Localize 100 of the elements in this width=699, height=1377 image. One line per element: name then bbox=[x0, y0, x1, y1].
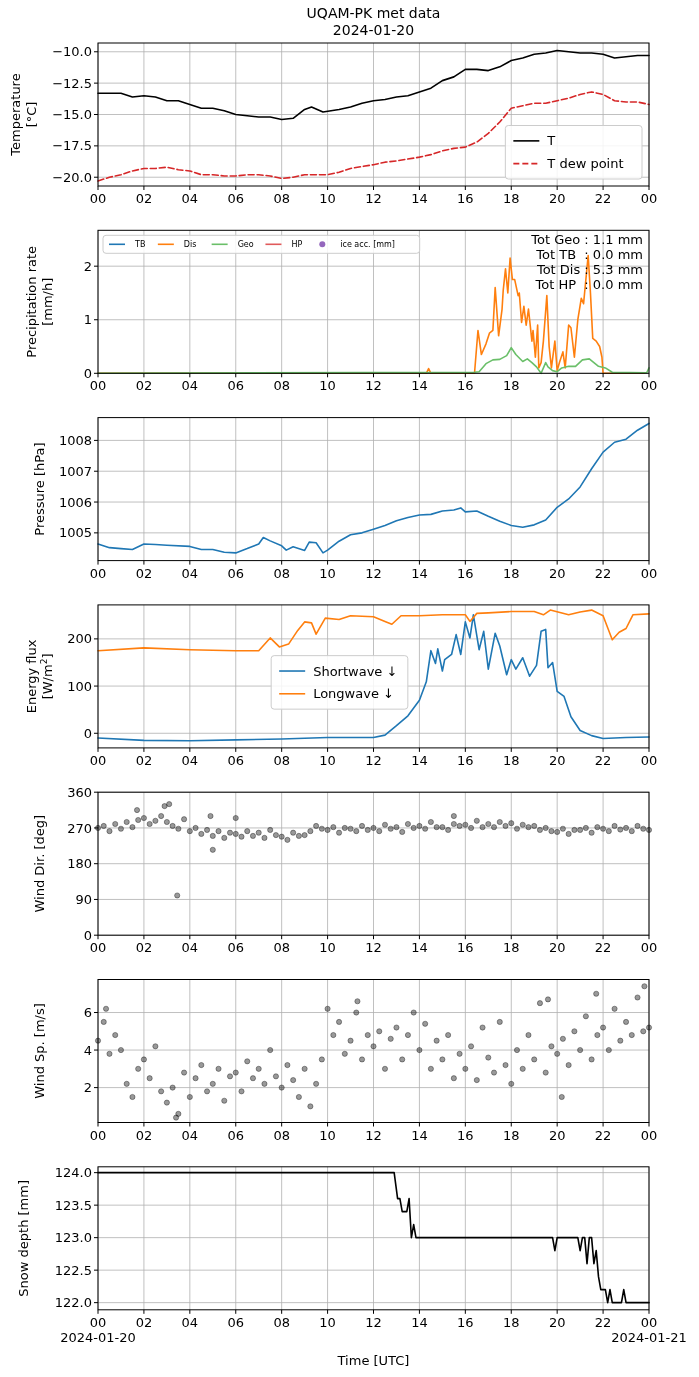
annotation: Tot HP : 0.0 mm bbox=[534, 277, 643, 293]
y-tick-label: −12.5 bbox=[52, 75, 92, 91]
annotation: Tot Dis : 5.3 mm bbox=[535, 262, 643, 278]
x-tick-label: 10 bbox=[319, 378, 336, 394]
x-tick-label: 06 bbox=[227, 940, 245, 956]
y-tick-label: 90 bbox=[75, 892, 92, 907]
legend-label: Geo bbox=[237, 240, 254, 250]
x-tick-label: 22 bbox=[594, 1127, 612, 1143]
x-tick-label: 22 bbox=[594, 378, 612, 394]
x-tick-label: 06 bbox=[227, 565, 245, 581]
x-tick-label: 00 2024-01-20 bbox=[60, 1314, 136, 1345]
x-tick-label: 02 bbox=[135, 940, 153, 956]
x-tick-label: 14 bbox=[411, 565, 428, 581]
x-tick-label: 18 bbox=[502, 565, 520, 581]
x-tick-label: 20 bbox=[548, 752, 566, 768]
x-tick-label: 08 bbox=[273, 1127, 290, 1143]
y-tick-label: 180 bbox=[67, 856, 92, 872]
y-tick-label: 123.5 bbox=[54, 1197, 92, 1213]
x-tick-label: 00 bbox=[640, 378, 658, 394]
y-tick-label: 0 bbox=[83, 725, 92, 741]
x-tick-label: 20 bbox=[548, 940, 566, 956]
x-tick-label: 16 bbox=[457, 1314, 474, 1330]
y-tick-label: −15.0 bbox=[52, 107, 92, 123]
x-tick-label: 16 bbox=[457, 1127, 474, 1143]
y-tick-label: 0 bbox=[83, 365, 92, 381]
y-tick-label: 1007 bbox=[58, 463, 92, 479]
x-tick-label: 10 bbox=[319, 1314, 336, 1330]
x-tick-label: 10 bbox=[319, 940, 336, 956]
x-tick-label: 02 bbox=[135, 191, 153, 206]
y-axis-title: Temperature [°C] bbox=[8, 73, 39, 157]
x-tick-label: 12 bbox=[365, 378, 382, 394]
x-tick-label: 00 bbox=[640, 565, 658, 581]
x-tick-label: 08 bbox=[273, 1314, 290, 1330]
x-tick-label: 02 bbox=[135, 1127, 153, 1143]
x-tick-label: 10 bbox=[319, 752, 336, 768]
x-tick-label: 14 bbox=[411, 752, 428, 768]
annotation: Tot Geo : 1.1 mm bbox=[530, 232, 643, 248]
y-tick-label: −20.0 bbox=[52, 169, 92, 185]
y-tick-label: 360 bbox=[67, 784, 92, 800]
x-tick-label: 00 bbox=[640, 191, 658, 206]
y-tick-label: 270 bbox=[67, 820, 92, 836]
x-tick-label: 08 bbox=[273, 752, 290, 768]
legend-label: Longwave ↓ bbox=[313, 686, 394, 702]
x-tick-label: 22 bbox=[594, 1314, 612, 1330]
x-tick-label: 00 bbox=[89, 940, 107, 956]
y-tick-label: 1 bbox=[83, 312, 92, 328]
x-tick-label: 14 bbox=[411, 1127, 428, 1143]
legend-label: T bbox=[546, 133, 556, 149]
y-tick-label: 1005 bbox=[58, 525, 92, 541]
y-tick-label: 100 bbox=[67, 678, 92, 694]
y-tick-label: 6 bbox=[83, 1005, 92, 1021]
y-axis-title: Precipitation rate [mm/h] bbox=[24, 245, 55, 358]
y-axis-title: Pressure [hPa] bbox=[32, 442, 47, 536]
x-axis-title: Time [UTC] bbox=[336, 1352, 410, 1368]
x-tick-label: 04 bbox=[181, 191, 199, 206]
x-tick-label: 12 bbox=[365, 1127, 382, 1143]
chart-title: UQAM-PK met data bbox=[306, 5, 441, 21]
x-tick-label: 22 bbox=[594, 191, 612, 206]
x-tick-label: 08 bbox=[273, 191, 290, 206]
x-tick-label: 20 bbox=[548, 1127, 566, 1143]
legend-label: Dis bbox=[183, 240, 197, 250]
x-tick-label: 18 bbox=[502, 191, 520, 206]
y-tick-label: 122.0 bbox=[54, 1295, 92, 1311]
x-tick-label: 00 2024-01-21 bbox=[611, 1314, 687, 1345]
y-tick-label: 122.5 bbox=[54, 1262, 92, 1278]
x-tick-label: 08 bbox=[273, 565, 290, 581]
y-axis-title: Wind Sp. [m/s] bbox=[32, 1003, 47, 1099]
x-tick-label: 22 bbox=[594, 565, 612, 581]
x-tick-label: 20 bbox=[548, 1314, 566, 1330]
x-tick-label: 08 bbox=[273, 378, 290, 394]
y-tick-label: 1008 bbox=[58, 432, 92, 448]
legend-label: TB bbox=[134, 240, 146, 250]
x-tick-label: 14 bbox=[411, 191, 428, 206]
y-axis-title: Wind Dir. [deg] bbox=[32, 814, 47, 913]
x-tick-label: 04 bbox=[181, 565, 199, 581]
x-tick-label: 10 bbox=[319, 1127, 336, 1143]
x-tick-label: 20 bbox=[548, 565, 566, 581]
x-tick-label: 22 bbox=[594, 752, 612, 768]
x-tick-label: 18 bbox=[502, 1314, 520, 1330]
x-tick-label: 04 bbox=[181, 940, 199, 956]
x-tick-label: 20 bbox=[548, 191, 566, 206]
x-tick-label: 12 bbox=[365, 565, 382, 581]
y-tick-label: −17.5 bbox=[52, 138, 92, 154]
x-tick-label: 00 bbox=[89, 752, 107, 768]
x-tick-label: 06 bbox=[227, 1127, 245, 1143]
x-tick-label: 00 bbox=[89, 378, 107, 394]
x-tick-label: 08 bbox=[273, 940, 290, 956]
x-tick-label: 18 bbox=[502, 378, 520, 394]
y-tick-label: 123.0 bbox=[54, 1230, 92, 1246]
x-tick-label: 04 bbox=[181, 752, 199, 768]
x-tick-label: 00 bbox=[640, 752, 658, 768]
y-tick-label: 2 bbox=[83, 1080, 92, 1096]
x-tick-label: 02 bbox=[135, 1314, 153, 1330]
x-tick-label: 02 bbox=[135, 565, 153, 581]
y-tick-label: 200 bbox=[67, 631, 92, 647]
x-tick-label: 02 bbox=[135, 378, 153, 394]
x-tick-label: 12 bbox=[365, 1314, 382, 1330]
x-tick-label: 18 bbox=[502, 1127, 520, 1143]
x-tick-label: 02 bbox=[135, 752, 153, 768]
x-tick-label: 16 bbox=[457, 191, 474, 206]
